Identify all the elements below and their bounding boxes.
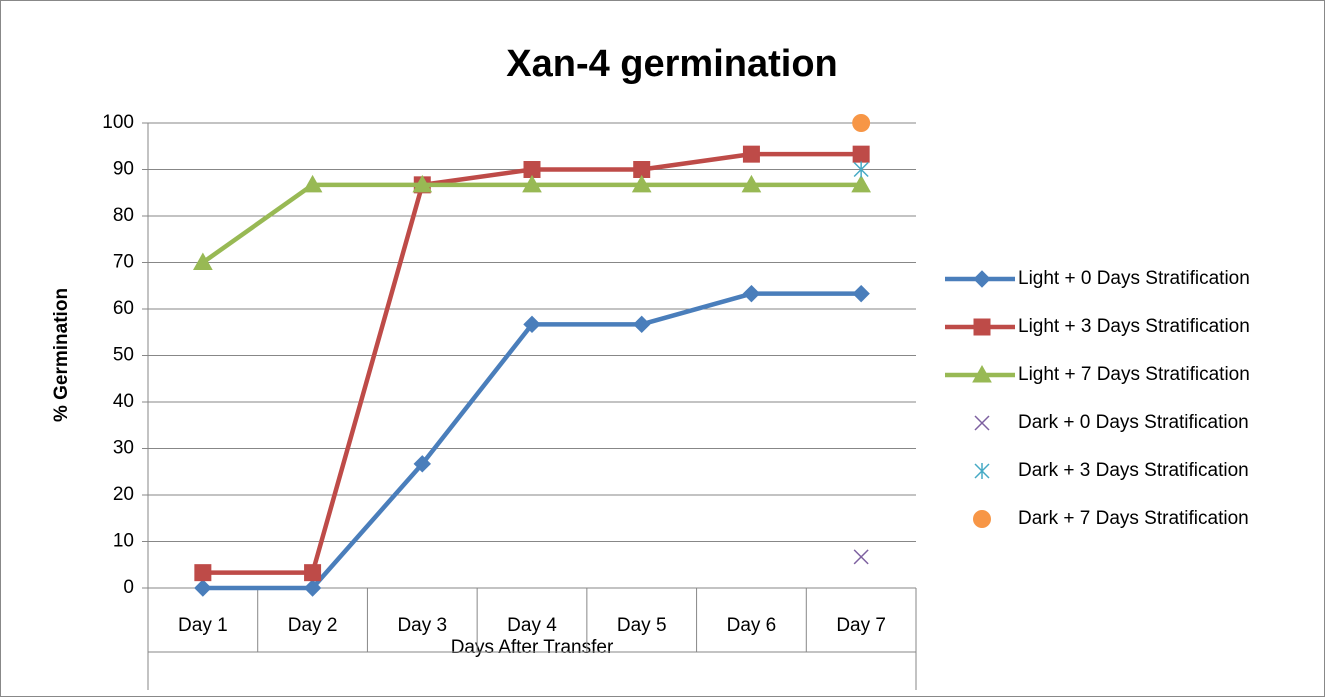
y-tick-label: 0 [123, 577, 134, 598]
marker [973, 318, 991, 336]
marker [304, 564, 322, 582]
legend-label: Dark + 7 Days Stratification [1018, 508, 1249, 529]
marker [412, 174, 433, 193]
y-tick-label: 20 [113, 484, 134, 505]
marker [852, 145, 870, 163]
marker [523, 315, 541, 334]
x-tick-label: Day 1 [178, 615, 228, 636]
y-tick-label: 10 [113, 531, 134, 552]
x-tick-label: Day 2 [288, 615, 338, 636]
x-tick-label: Day 5 [617, 615, 667, 636]
y-tick-label: 100 [102, 112, 134, 133]
marker [633, 315, 651, 334]
x-tick-label: Day 4 [507, 615, 557, 636]
y-axis-title: % Germination [51, 288, 72, 422]
marker [974, 415, 990, 431]
marker [851, 174, 871, 193]
marker [852, 114, 871, 132]
chart-title: Xan-4 germination [506, 43, 838, 85]
marker [194, 564, 212, 582]
legend-label: Light + 0 Days Stratification [1018, 268, 1250, 289]
y-tick-label: 50 [113, 345, 134, 366]
y-tick-label: 90 [113, 159, 134, 180]
x-tick-label: Day 7 [836, 615, 886, 636]
marker [853, 549, 869, 565]
legend-label: Light + 7 Days Stratification [1018, 364, 1250, 385]
y-tick-label: 70 [113, 252, 134, 273]
marker [302, 174, 323, 193]
marker [303, 579, 322, 597]
legend-label: Dark + 0 Days Stratification [1018, 412, 1249, 433]
marker [741, 174, 762, 193]
marker [974, 463, 990, 479]
y-tick-label: 30 [113, 438, 134, 459]
marker [631, 174, 652, 193]
marker [413, 455, 431, 473]
marker [193, 252, 213, 270]
y-tick-label: 80 [113, 205, 134, 226]
x-tick-label: Day 6 [727, 615, 777, 636]
marker [973, 510, 991, 528]
legend-label: Dark + 3 Days Stratification [1018, 460, 1249, 481]
marker [973, 270, 991, 288]
y-tick-label: 60 [113, 298, 134, 319]
marker [742, 284, 761, 303]
marker [742, 145, 760, 163]
y-tick-label: 40 [113, 391, 134, 412]
x-axis-title: Days After Transfer [451, 637, 614, 658]
legend-label: Light + 3 Days Stratification [1018, 316, 1250, 337]
marker [522, 174, 542, 193]
marker [972, 364, 992, 383]
marker [194, 579, 212, 597]
marker [853, 161, 869, 178]
x-tick-label: Day 3 [397, 615, 447, 636]
marker [852, 284, 870, 303]
